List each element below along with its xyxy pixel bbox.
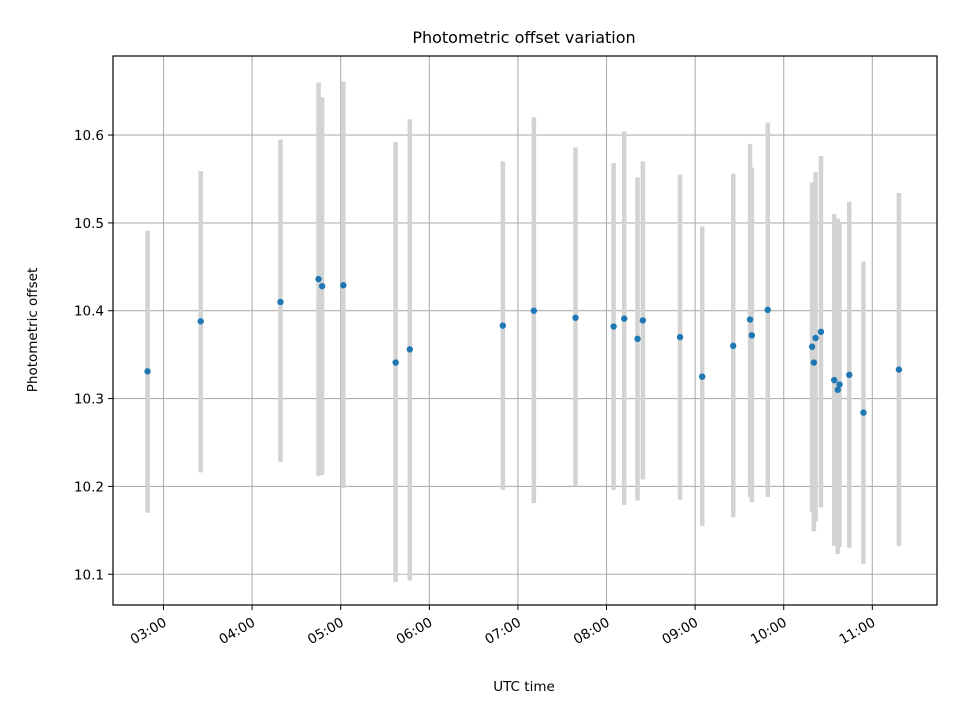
data-point <box>197 318 204 325</box>
y-axis-label: Photometric offset <box>25 268 41 392</box>
data-point <box>499 322 507 329</box>
data-point <box>315 275 322 283</box>
data-point <box>144 368 151 375</box>
data-point <box>572 314 579 321</box>
data-point <box>530 307 538 314</box>
y-tick-label: 10.1 <box>74 567 104 583</box>
y-tick-label: 10.6 <box>74 128 104 144</box>
data-point <box>610 323 617 330</box>
data-point <box>834 386 841 393</box>
plot-frame <box>112 55 938 606</box>
y-tick-label: 10.5 <box>74 216 104 232</box>
data-point <box>860 409 867 416</box>
data-point <box>318 282 326 290</box>
data-points <box>144 275 903 416</box>
y-tick-label: 10.4 <box>74 304 104 320</box>
data-point <box>277 298 284 306</box>
data-point <box>810 359 818 366</box>
data-point <box>340 282 347 289</box>
chart-title: Photometric offset variation <box>412 28 635 47</box>
data-point <box>730 342 737 350</box>
data-point <box>846 371 853 379</box>
data-point <box>808 343 816 350</box>
data-point <box>699 373 706 380</box>
y-tick-label: 10.3 <box>74 392 104 408</box>
y-axis-ticks: 10.1 10.2 10.3 10.4 10.5 10.6 <box>74 128 113 583</box>
x-axis-label: UTC time <box>493 679 555 695</box>
data-point <box>817 328 825 336</box>
grid-lines <box>113 56 937 605</box>
data-point <box>406 346 414 353</box>
data-point <box>764 306 771 314</box>
data-point <box>748 332 756 339</box>
data-point <box>831 376 838 384</box>
data-point <box>634 335 641 343</box>
data-point <box>746 316 754 323</box>
y-tick-label: 10.2 <box>74 479 104 495</box>
data-point <box>895 366 903 373</box>
data-point <box>639 317 647 324</box>
data-point <box>392 359 399 366</box>
data-point <box>621 315 628 322</box>
data-point <box>812 334 819 342</box>
data-point <box>676 333 684 341</box>
data-point <box>836 381 843 388</box>
